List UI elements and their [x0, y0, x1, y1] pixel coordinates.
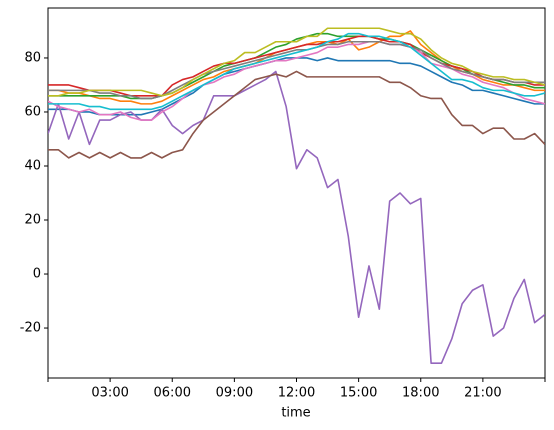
- y-tick-label: 0: [33, 267, 41, 282]
- x-tick-label: 06:00: [154, 386, 191, 401]
- y-tick-label: 20: [24, 213, 41, 228]
- y-tick-label: 60: [24, 104, 41, 119]
- x-tick-label: 09:00: [216, 386, 253, 401]
- x-tick-label: 12:00: [278, 386, 315, 401]
- series-line: [48, 40, 545, 100]
- series-line: [48, 35, 545, 97]
- y-tick-label: 40: [24, 158, 41, 173]
- plot-frame: [47, 7, 546, 379]
- series-line: [48, 27, 545, 97]
- x-axis-label: time: [281, 406, 310, 421]
- x-tick-label: 15:00: [340, 386, 377, 401]
- x-tick-label: 18:00: [402, 386, 439, 401]
- series-line: [48, 40, 545, 121]
- series-line: [48, 57, 545, 116]
- series-line: [48, 70, 545, 159]
- x-tick-label: 21:00: [464, 386, 501, 401]
- series-line: [48, 32, 545, 111]
- x-tick-label: 03:00: [91, 386, 128, 401]
- y-tick-label: 80: [24, 50, 41, 65]
- y-tick-label: -20: [20, 321, 41, 336]
- series-line: [48, 70, 545, 364]
